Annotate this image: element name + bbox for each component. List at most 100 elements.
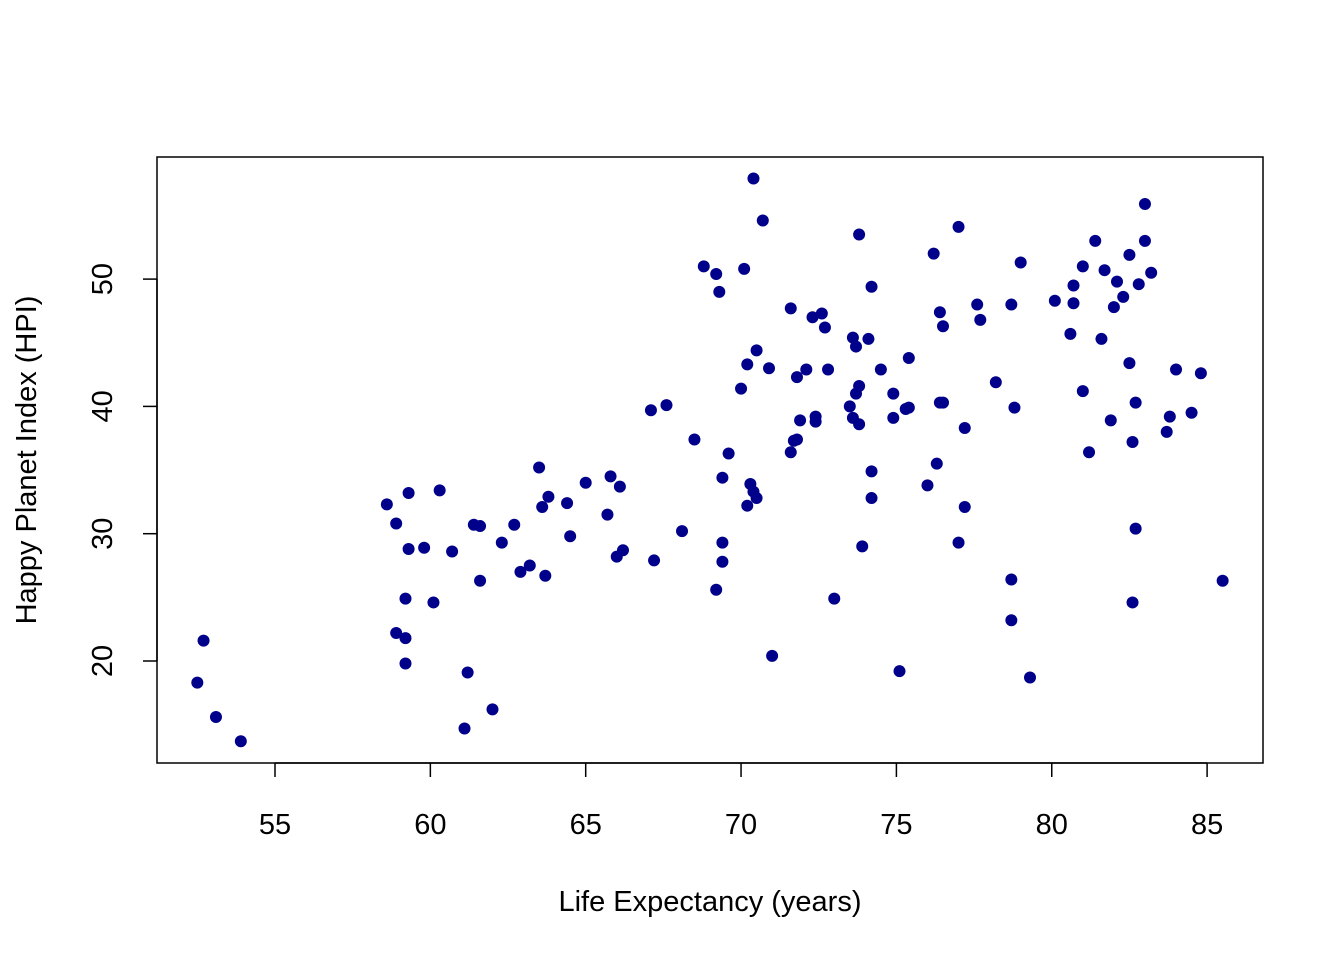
data-point	[822, 363, 835, 376]
x-axis-label: Life Expectancy (years)	[558, 886, 861, 918]
data-point	[937, 320, 950, 333]
y-axis: 20 30 40 50	[87, 263, 158, 677]
data-point	[458, 722, 471, 735]
data-point	[927, 247, 940, 260]
y-axis-label: Happy Planet Index (HPI)	[11, 296, 43, 625]
data-point	[1014, 256, 1027, 269]
data-point	[865, 465, 878, 478]
data-point	[523, 559, 536, 572]
data-point	[1163, 410, 1176, 423]
data-point	[1076, 260, 1089, 273]
data-point	[427, 596, 440, 609]
data-point	[784, 446, 797, 459]
data-point	[399, 592, 412, 605]
data-point	[818, 321, 831, 334]
y-tick-label: 30	[87, 518, 119, 550]
data-point	[750, 344, 763, 357]
data-point	[648, 554, 661, 567]
data-point	[1123, 248, 1136, 261]
data-point	[937, 396, 950, 409]
data-point	[865, 492, 878, 505]
data-point	[784, 302, 797, 315]
data-point	[974, 313, 987, 326]
x-tick-label: 60	[414, 809, 446, 841]
data-point	[815, 307, 828, 320]
data-point	[933, 306, 946, 319]
data-point	[1194, 367, 1207, 380]
data-point	[763, 362, 776, 375]
data-point	[716, 555, 729, 568]
data-point	[433, 484, 446, 497]
data-point	[1107, 301, 1120, 314]
data-point	[601, 508, 614, 521]
x-tick-label: 75	[880, 809, 912, 841]
data-point	[399, 632, 412, 645]
data-point	[380, 498, 393, 511]
data-point	[766, 649, 779, 662]
data-point	[1008, 401, 1021, 414]
plot-frame	[156, 156, 1264, 764]
data-point	[1095, 332, 1108, 345]
data-point	[660, 399, 673, 412]
data-point	[209, 711, 222, 724]
data-point	[710, 583, 723, 596]
data-point	[1005, 573, 1018, 586]
data-point	[952, 220, 965, 233]
x-tick-label: 55	[259, 809, 291, 841]
data-point	[461, 666, 474, 679]
data-point	[800, 363, 813, 376]
data-point	[1098, 264, 1111, 277]
data-point	[856, 540, 869, 553]
x-axis: 55 60 65 70 75 80 85	[259, 762, 1223, 841]
data-point	[722, 447, 735, 460]
data-point	[390, 517, 403, 530]
data-point	[887, 387, 900, 400]
data-point	[874, 363, 887, 376]
data-point	[1170, 363, 1183, 376]
data-point	[1117, 290, 1130, 303]
data-point	[850, 340, 863, 353]
data-point	[508, 518, 521, 531]
data-point	[1126, 436, 1139, 449]
data-point	[579, 476, 592, 489]
data-point	[604, 470, 617, 483]
data-point	[790, 371, 803, 384]
data-point	[958, 422, 971, 435]
data-point	[750, 492, 763, 505]
data-point	[197, 634, 210, 647]
data-point	[697, 260, 710, 273]
data-point	[191, 676, 204, 689]
data-point	[1185, 406, 1198, 419]
data-point	[747, 172, 760, 185]
data-point	[402, 486, 415, 499]
data-point	[474, 520, 487, 533]
data-point	[958, 500, 971, 513]
data-point	[952, 536, 965, 549]
data-point	[1160, 425, 1173, 438]
data-point	[514, 565, 527, 578]
data-point	[738, 262, 751, 275]
data-point	[735, 382, 748, 395]
data-point	[1089, 234, 1102, 247]
x-tick-label: 70	[725, 809, 757, 841]
data-point	[887, 411, 900, 424]
data-point	[390, 626, 403, 639]
data-point	[843, 400, 856, 413]
data-point	[1110, 275, 1123, 288]
data-point	[495, 536, 508, 549]
data-point	[1129, 396, 1142, 409]
data-point	[741, 358, 754, 371]
data-point	[853, 228, 866, 241]
data-point	[710, 268, 723, 281]
x-tick-label: 85	[1191, 809, 1223, 841]
data-point	[902, 401, 915, 414]
data-point	[971, 298, 984, 311]
data-point	[1126, 596, 1139, 609]
data-point	[1064, 327, 1077, 340]
data-point	[1024, 671, 1037, 684]
data-point	[688, 433, 701, 446]
y-tick-label: 40	[87, 390, 119, 422]
data-point	[713, 285, 726, 298]
data-point	[716, 471, 729, 484]
